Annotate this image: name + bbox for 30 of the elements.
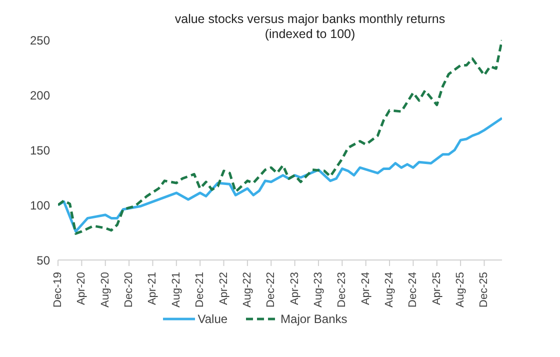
- y-tick-label: 200: [30, 88, 50, 102]
- y-tick-label: 100: [30, 198, 50, 212]
- y-tick-label: 150: [30, 143, 50, 158]
- x-tick-label: Dec-19: [52, 272, 64, 308]
- x-tick-label: Dec-21: [194, 272, 206, 308]
- x-tick-label: Apr-20: [76, 272, 88, 306]
- x-tick-label: Aug-20: [99, 272, 112, 308]
- x-tick-label: Aug-21: [170, 272, 182, 308]
- x-tick-label: Aug-23: [312, 272, 324, 308]
- x-tick-label: Aug-22: [241, 272, 254, 308]
- x-tick-label: Aug-24: [384, 272, 396, 308]
- x-tick-label: Apr-21: [146, 272, 159, 306]
- chart-subtitle: (indexed to 100): [264, 27, 356, 42]
- chart-title: value stocks versus major banks monthly returns: [174, 12, 446, 27]
- x-tick-label: Apr-25: [430, 272, 443, 306]
- legend-label: Major Banks: [280, 312, 348, 326]
- x-tick-label: Dec-20: [123, 272, 136, 308]
- x-tick-label: Apr-23: [288, 272, 301, 306]
- x-tick-label: Dec-25: [478, 272, 490, 308]
- line-series: [58, 116, 502, 233]
- x-tick-label: Dec-24: [407, 272, 420, 308]
- x-tick-label: Dec-22: [265, 272, 278, 308]
- legend-label: Value: [198, 312, 228, 326]
- x-tick-label: Apr-24: [360, 272, 372, 306]
- x-tick-label: Dec-23: [336, 272, 348, 308]
- line-series: [58, 40, 502, 235]
- x-tick-label: Aug-25: [454, 272, 467, 308]
- x-tick-label: Apr-22: [218, 272, 230, 306]
- y-tick-label: 50: [36, 253, 50, 268]
- y-tick-label: 250: [30, 33, 50, 48]
